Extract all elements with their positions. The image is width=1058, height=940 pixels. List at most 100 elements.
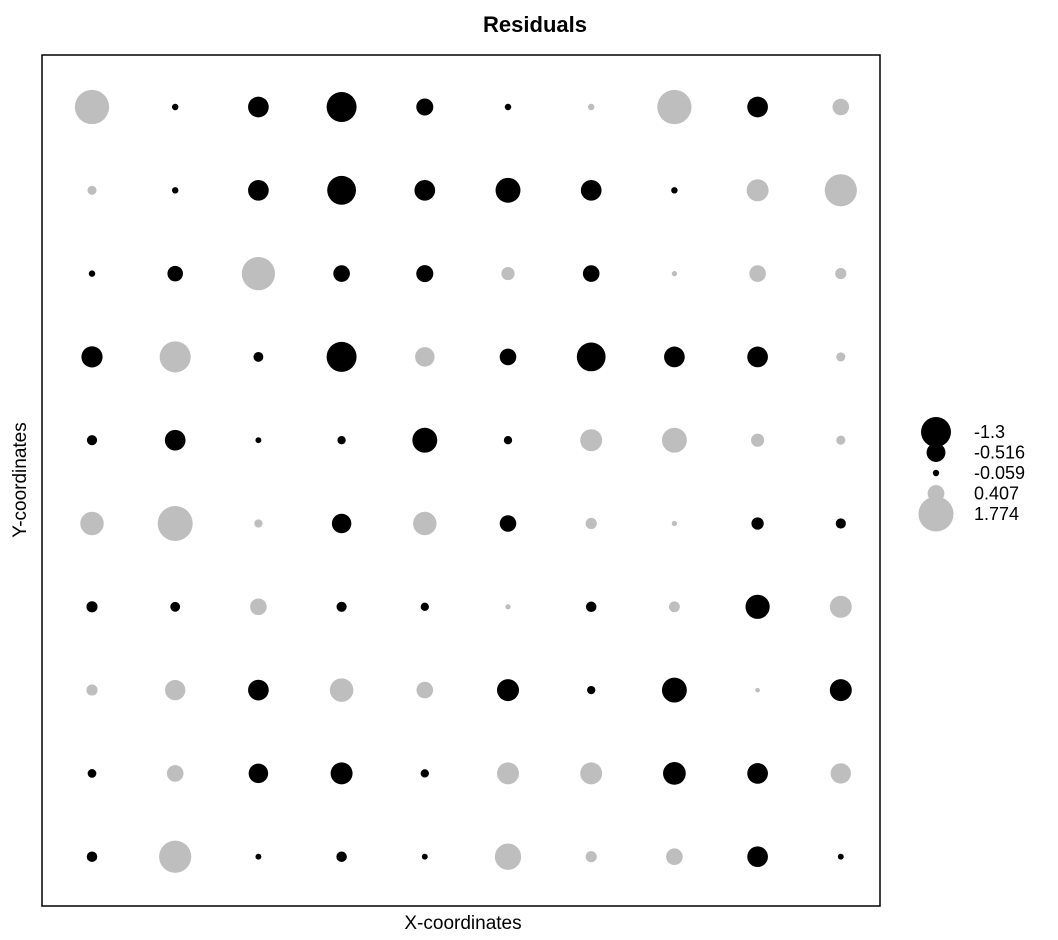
bubble-r7-c8: [668, 601, 680, 613]
bubble-r10-c5: [421, 853, 428, 860]
legend-label-5: 1.774: [974, 504, 1019, 524]
bubble-r1-c9: [747, 96, 768, 118]
bubble-r10-c3: [255, 853, 262, 860]
bubble-r2-c9: [746, 179, 769, 202]
bubble-r4-c10: [836, 352, 846, 362]
bubble-r8-c3: [248, 679, 269, 701]
bubble-r1-c4: [326, 92, 357, 122]
bubble-r4-c2: [159, 341, 191, 373]
bubble-r10-c1: [86, 851, 98, 862]
bubble-r7-c7: [585, 601, 597, 613]
y-axis-label: Y-coordinates: [10, 422, 31, 537]
bubble-r10-c6: [494, 843, 522, 870]
bubble-r5-c1: [86, 435, 98, 446]
legend-symbol-5: [918, 496, 954, 532]
bubble-r6-c3: [254, 519, 263, 528]
bubble-r8-c2: [165, 679, 186, 701]
bubble-r7-c5: [420, 602, 429, 611]
bubble-r7-c6: [505, 604, 511, 610]
bubble-r8-c10: [829, 679, 852, 702]
bubble-r9-c6: [497, 762, 519, 785]
bubble-r3-c8: [671, 270, 678, 277]
bubble-r1-c5: [416, 98, 434, 116]
bubble-r6-c7: [585, 517, 597, 530]
bubble-r8-c1: [86, 684, 98, 696]
bubble-r2-c1: [87, 185, 97, 195]
bubble-r1-c8: [657, 89, 692, 125]
bubble-r1-c3: [248, 96, 269, 118]
bubble-r9-c5: [420, 769, 429, 778]
bubble-r5-c6: [503, 436, 513, 445]
legend-label-2: -0.516: [974, 443, 1025, 463]
bubble-r2-c2: [171, 187, 179, 194]
bubble-r8-c9: [755, 687, 760, 693]
bubble-r6-c2: [157, 506, 193, 541]
bubble-r9-c1: [87, 769, 97, 778]
bubble-r3-c4: [333, 265, 350, 282]
bubble-r1-c1: [74, 89, 110, 125]
bubble-r2-c4: [327, 175, 356, 205]
legend-label-1: -1.3: [974, 422, 1005, 442]
bubble-r4-c7: [576, 342, 606, 372]
bubble-r4-c6: [499, 348, 517, 366]
bubble-r4-c1: [81, 346, 103, 368]
bubble-r6-c5: [413, 511, 437, 536]
bubble-r6-c8: [671, 520, 678, 527]
bubble-r8-c7: [587, 685, 596, 695]
bubble-r2-c6: [495, 177, 521, 203]
plot-frame: [41, 54, 881, 907]
bubble-r2-c5: [414, 179, 436, 201]
bubble-r7-c3: [250, 598, 267, 616]
bubble-r9-c7: [580, 762, 603, 785]
bubble-r3-c1: [88, 270, 96, 277]
x-axis-label: X-coordinates: [404, 913, 521, 934]
bubble-r5-c3: [255, 437, 262, 444]
bubble-layer: [74, 89, 857, 873]
bubble-r3-c7: [582, 265, 600, 282]
bubble-r8-c8: [661, 677, 687, 703]
bubble-r1-c7: [587, 103, 595, 111]
bubble-r9-c4: [330, 762, 353, 785]
bubble-r3-c3: [241, 256, 276, 291]
bubble-r7-c1: [86, 601, 98, 613]
bubble-r10-c10: [837, 853, 844, 860]
bubble-r1-c2: [171, 103, 179, 111]
bubble-r9-c8: [663, 762, 686, 785]
bubble-r5-c7: [580, 429, 603, 452]
bubble-r2-c3: [248, 179, 269, 201]
bubble-r6-c10: [835, 518, 846, 529]
bubble-r6-c1: [80, 511, 104, 536]
bubble-r10-c8: [666, 848, 683, 866]
bubble-r5-c9: [751, 433, 765, 447]
bubble-r6-c9: [751, 517, 764, 530]
bubble-r9-c2: [166, 765, 184, 782]
bubble-r1-c10: [832, 98, 850, 116]
bubble-r3-c2: [167, 265, 183, 282]
bubble-r2-c7: [580, 179, 602, 201]
bubble-r5-c4: [337, 436, 346, 445]
chart-title: Residuals: [483, 12, 587, 37]
bubble-r10-c4: [336, 851, 347, 862]
bubble-r2-c10: [824, 174, 857, 207]
bubble-r9-c9: [747, 763, 768, 784]
bubble-r2-c8: [671, 187, 678, 194]
bubble-r4-c4: [326, 341, 357, 372]
bubble-r1-c6: [504, 103, 512, 111]
bubble-r3-c9: [749, 265, 766, 282]
bubble-r9-c10: [830, 763, 851, 784]
bubble-r10-c2: [159, 840, 192, 873]
bubble-r5-c5: [412, 427, 438, 453]
bubble-r4-c8: [664, 346, 685, 368]
bubble-r7-c10: [829, 595, 852, 618]
bubble-r10-c9: [747, 846, 768, 868]
bubble-r8-c6: [497, 679, 519, 702]
bubble-r3-c5: [416, 265, 434, 283]
bubble-r10-c7: [585, 851, 597, 863]
bubble-r7-c4: [336, 601, 347, 612]
bubble-r3-c10: [835, 268, 847, 280]
bubble-r6-c6: [499, 515, 517, 532]
bubble-r5-c10: [836, 435, 846, 445]
bubble-r9-c3: [248, 763, 269, 784]
